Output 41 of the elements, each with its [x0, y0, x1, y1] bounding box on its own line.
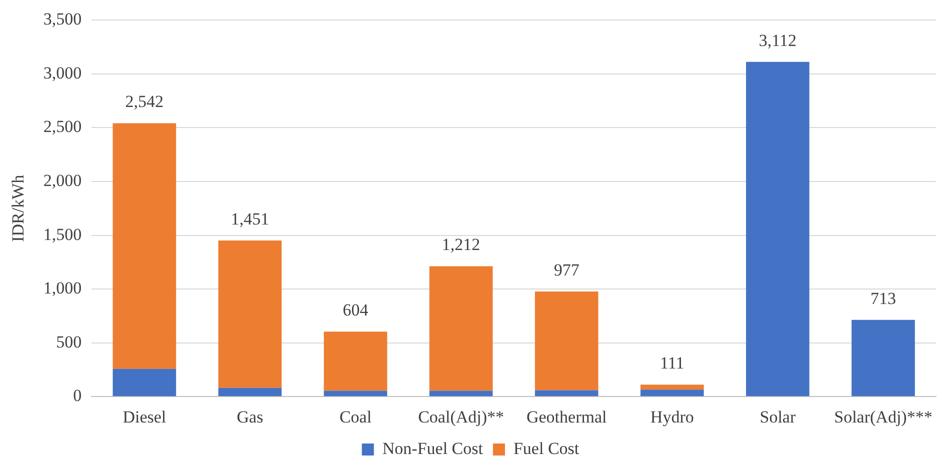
- y-tick-label: 3,500: [43, 10, 82, 29]
- legend-label: Non-Fuel Cost: [382, 438, 484, 458]
- bar: [112, 368, 176, 396]
- x-tick-label: Coal: [339, 407, 372, 426]
- x-tick-label: Diesel: [122, 407, 166, 426]
- total-label: 111: [660, 354, 684, 373]
- bar: [640, 384, 704, 390]
- x-tick-label: Hydro: [650, 407, 694, 426]
- bar: [534, 292, 598, 390]
- y-tick-label: 2,500: [43, 117, 82, 136]
- bar: [218, 240, 282, 388]
- bar: [746, 62, 810, 396]
- bar: [218, 388, 282, 396]
- y-tick-label: 1,000: [43, 278, 82, 298]
- bar: [534, 390, 598, 396]
- y-tick-label: 0: [73, 386, 82, 406]
- x-tick-label: Gas: [236, 407, 264, 426]
- x-tick-label: Solar(Adj)***: [834, 407, 932, 426]
- total-label: 977: [554, 260, 580, 280]
- bar: [429, 266, 493, 391]
- bar: [324, 390, 388, 396]
- bar: [852, 320, 915, 396]
- legend-label: Fuel Cost: [513, 438, 580, 458]
- bar: [112, 123, 176, 369]
- x-tick-label: Coal(Adj)**: [418, 407, 504, 426]
- bar: [429, 390, 493, 396]
- bar: [640, 390, 704, 396]
- total-label: 2,542: [125, 92, 164, 112]
- total-label: 604: [342, 300, 369, 320]
- x-tick-label: Solar: [760, 407, 796, 426]
- y-tick-label: 3,000: [43, 63, 82, 82]
- total-label: 3,112: [758, 30, 796, 50]
- y-tick-label: 1,500: [43, 224, 82, 244]
- y-axis-title: IDR/kWh: [8, 174, 28, 242]
- y-tick-label: 2,000: [43, 170, 82, 190]
- x-tick-label: Geothermal: [526, 407, 607, 426]
- total-label: 713: [870, 288, 896, 308]
- total-label: 1,451: [230, 210, 270, 229]
- total-label: 1,212: [442, 235, 480, 254]
- y-tick-label: 500: [56, 332, 82, 352]
- bar: [324, 332, 388, 391]
